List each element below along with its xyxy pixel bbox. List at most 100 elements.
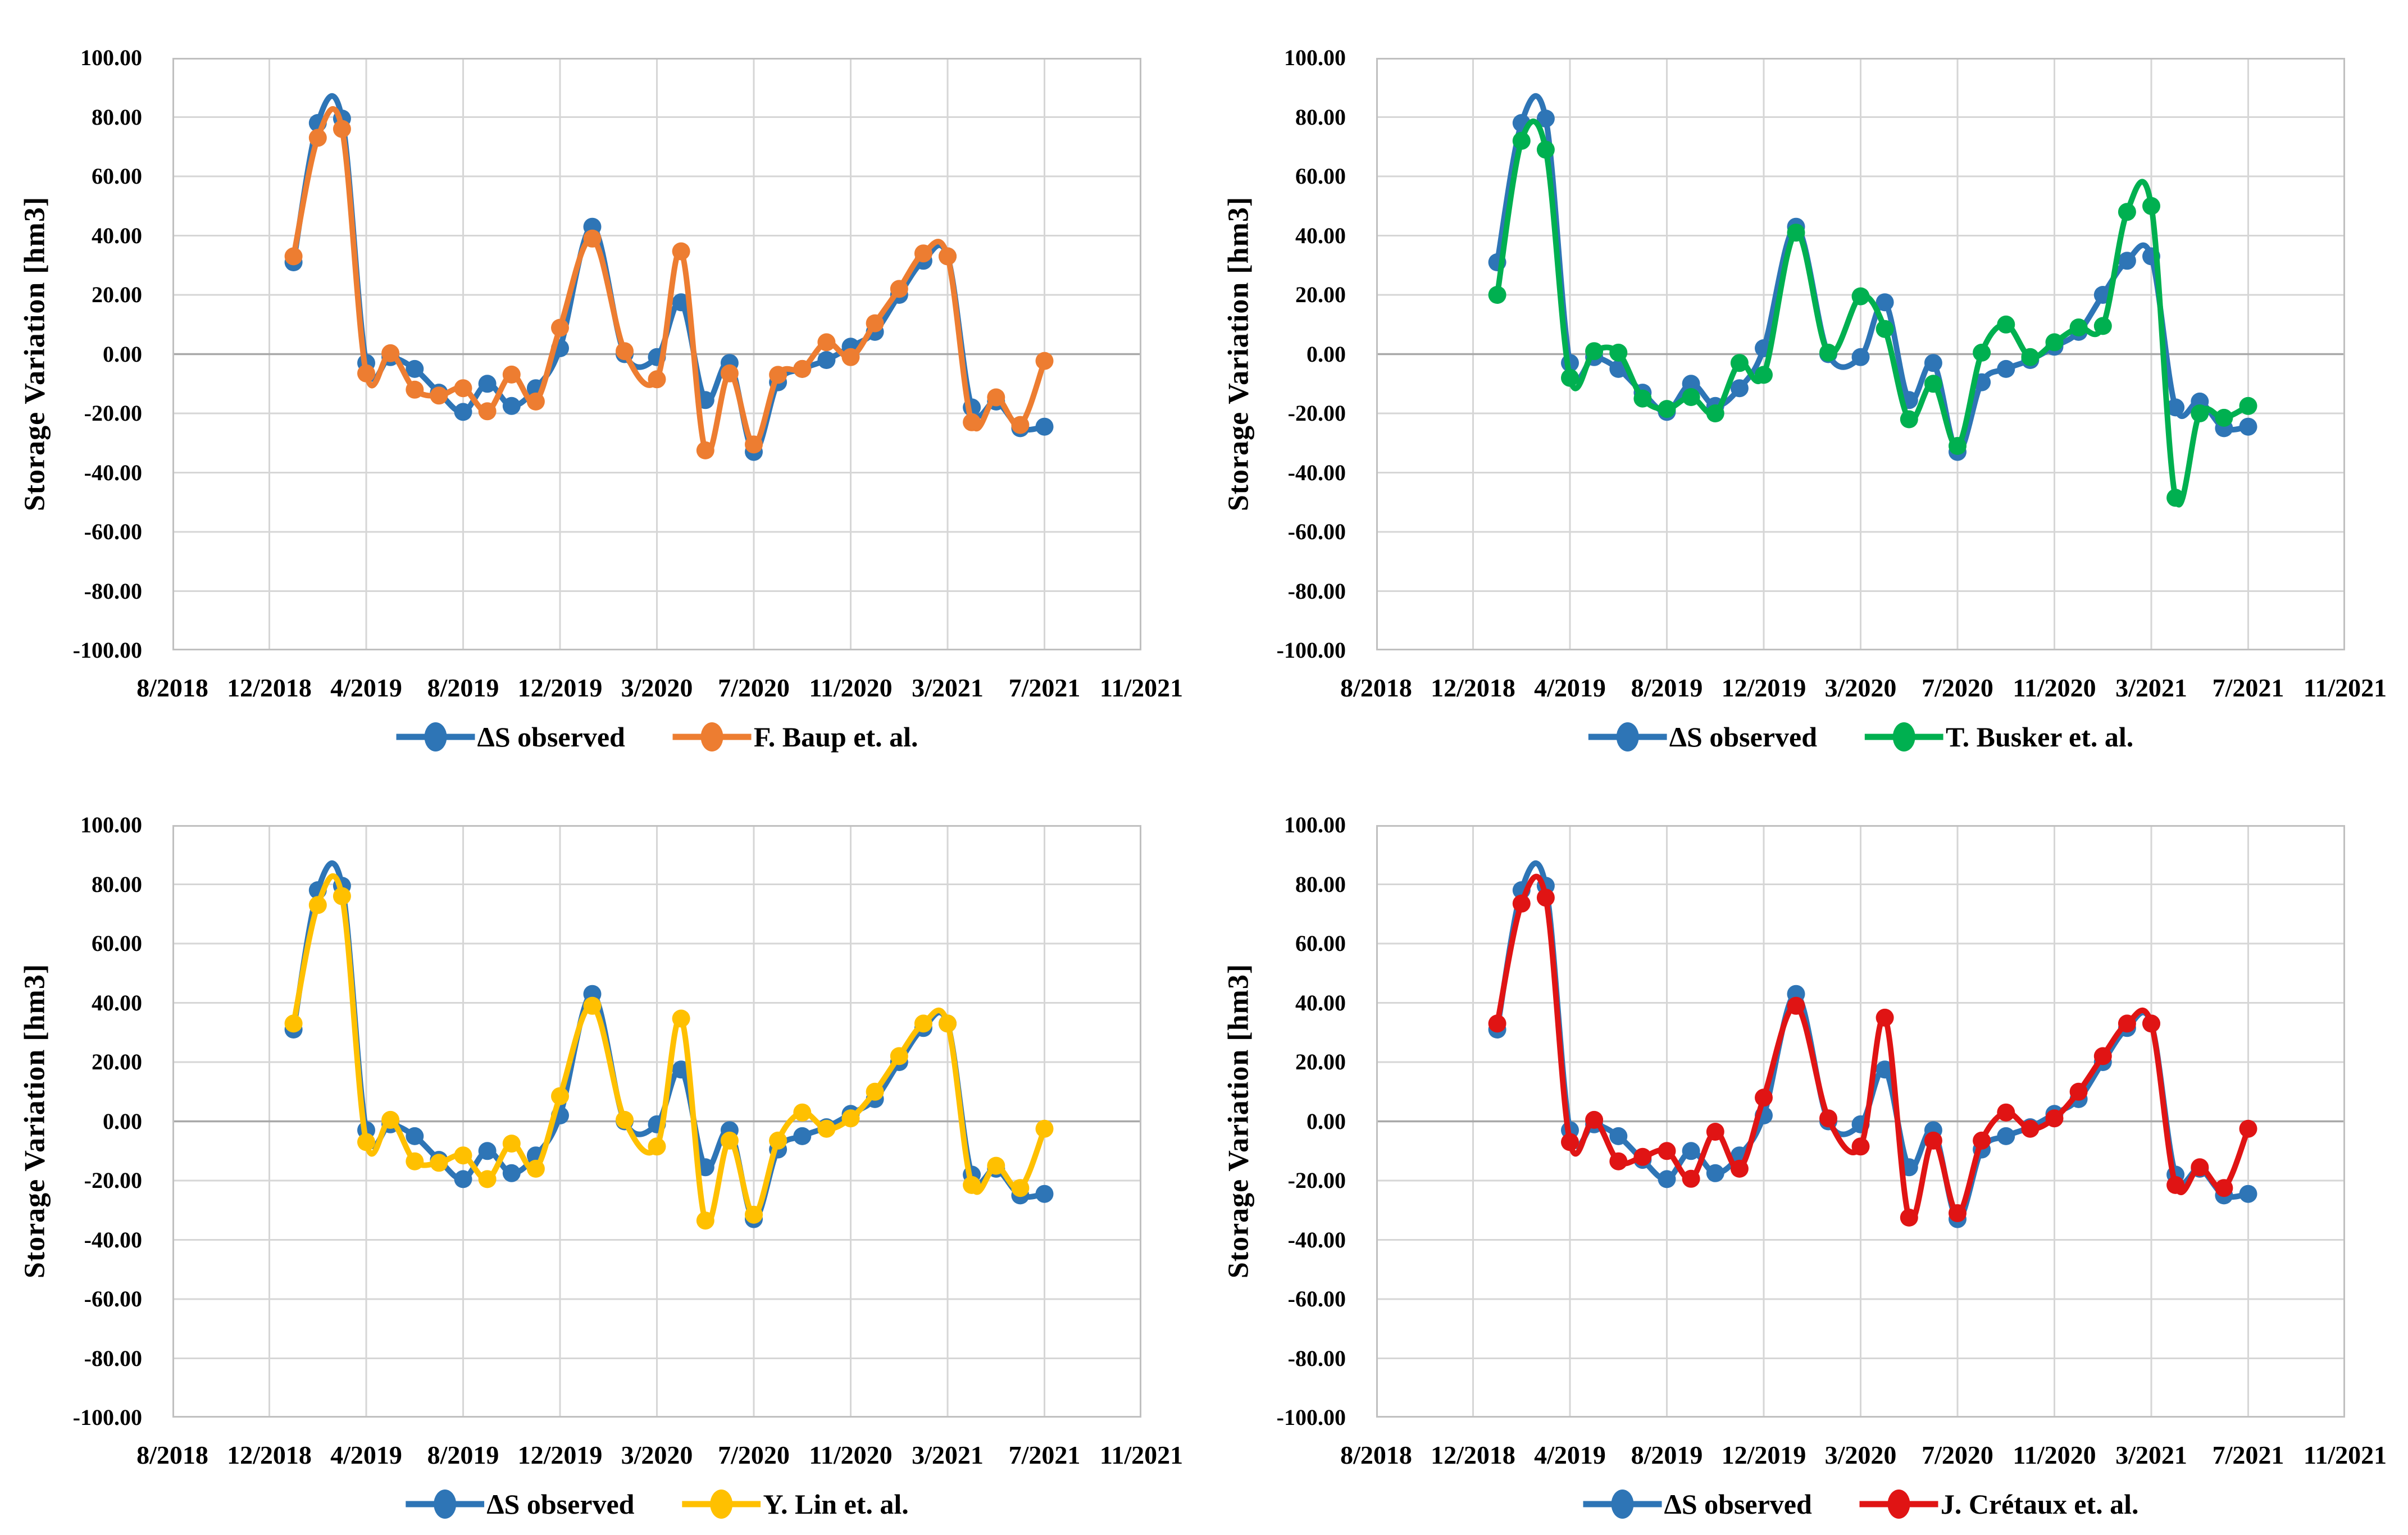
data-point-marker — [454, 1170, 472, 1188]
x-tick-label: 4/2019 — [1534, 1441, 1606, 1469]
chart-j-cretaux: Storage Variation [hm3] 100.00 80.00 60.00… — [1204, 767, 2408, 1535]
series-line-s-observed — [290, 93, 1048, 455]
y-tick-label: 60.00 — [1295, 163, 1346, 189]
data-point-marker — [890, 280, 908, 298]
data-point-marker — [745, 1205, 763, 1224]
y-tick-label: 20.00 — [92, 282, 142, 307]
data-point-marker — [2045, 333, 2064, 352]
x-tick-label: 8/2018 — [1340, 1441, 1412, 1469]
data-point-marker — [406, 1127, 424, 1145]
legend-label: F. Baup et. al. — [753, 721, 918, 753]
data-point-marker — [406, 380, 424, 399]
data-point-marker — [381, 1110, 400, 1129]
data-point-marker — [963, 1176, 981, 1194]
legend-marker — [710, 1490, 733, 1519]
legend: ΔS observed J. Crétaux et. al. — [1583, 1486, 2139, 1522]
y-tick-label: 40.00 — [92, 222, 142, 248]
y-tick-label: -80.00 — [1287, 578, 1346, 604]
data-point-marker — [1924, 375, 1942, 393]
series-markers-s-observed — [284, 110, 1054, 461]
y-tick-label: 100.00 — [80, 812, 142, 837]
data-point-marker — [817, 1119, 836, 1138]
y-tick-label: -100.00 — [1276, 1405, 1346, 1430]
data-point-marker — [1512, 894, 1531, 913]
data-point-marker — [1755, 366, 1773, 384]
y-tick-label: -60.00 — [84, 1286, 142, 1311]
data-point-marker — [1730, 1159, 1749, 1178]
data-point-marker — [308, 129, 327, 147]
data-point-marker — [1011, 1179, 1030, 1197]
series-line-y-lin-et-al — [290, 873, 1048, 1226]
plot-border — [1376, 58, 2345, 650]
y-tick-label: -40.00 — [1287, 459, 1346, 485]
data-point-marker — [1730, 379, 1749, 398]
y-tick-label: 100.00 — [80, 45, 142, 70]
data-point-marker — [1787, 224, 1805, 242]
x-tick-label: 12/2018 — [1431, 673, 1515, 702]
data-point-marker — [478, 375, 497, 393]
legend-line-marker-icon — [396, 722, 475, 751]
data-point-marker — [1633, 389, 1652, 408]
data-point-marker — [2142, 1014, 2160, 1033]
data-point-marker — [1035, 352, 1054, 370]
data-point-marker — [2166, 1176, 2185, 1194]
x-tick-label: 11/2020 — [809, 1441, 893, 1469]
data-point-marker — [454, 403, 472, 421]
legend-marker — [424, 722, 447, 751]
data-point-marker — [2191, 404, 2209, 422]
data-point-marker — [502, 365, 521, 384]
plot-border — [1376, 825, 2345, 1418]
x-tick-label: 11/2020 — [2013, 1441, 2096, 1469]
data-point-marker — [1997, 1103, 2015, 1122]
y-tick-label: 20.00 — [1295, 1049, 1346, 1074]
plot-area — [1376, 58, 2345, 650]
data-point-marker — [1658, 1170, 1676, 1188]
series-markers-s-observed — [284, 877, 1054, 1228]
data-point-marker — [583, 996, 602, 1015]
data-point-marker — [1585, 1110, 1604, 1129]
data-point-marker — [841, 348, 860, 366]
data-point-marker — [1682, 1169, 1700, 1188]
series-line-s-observed — [290, 860, 1048, 1222]
x-tick-label: 7/2020 — [1922, 673, 1993, 702]
data-point-marker — [1755, 1088, 1773, 1107]
data-point-marker — [1682, 1142, 1700, 1160]
data-point-marker — [1585, 342, 1604, 361]
x-tick-label: 7/2021 — [2212, 673, 2284, 702]
x-tick-label: 4/2019 — [330, 1441, 402, 1469]
chart-t-busker: Storage Variation [hm3] 100.00 80.00 60.00… — [1204, 0, 2408, 767]
chart-f-baup: Storage Variation [hm3] 100.00 80.00 60.00… — [0, 0, 1204, 767]
data-point-marker — [1851, 1137, 1870, 1156]
y-tick-label: -60.00 — [1287, 519, 1346, 544]
x-tick-label: 3/2021 — [2115, 1441, 2187, 1469]
data-point-marker — [1876, 320, 1894, 338]
data-point-marker — [914, 244, 932, 263]
data-point-marker — [551, 318, 569, 337]
y-tick-label: -80.00 — [84, 578, 142, 604]
data-point-marker — [1488, 286, 1506, 304]
y-tick-label: 0.00 — [103, 341, 142, 367]
y-tick-label: 100.00 — [1284, 812, 1346, 837]
data-point-marker — [745, 435, 763, 454]
x-tick-label: 8/2019 — [1631, 1441, 1703, 1469]
data-point-marker — [769, 1131, 788, 1150]
legend-item-s-observed: ΔS observed — [396, 719, 625, 755]
y-tick-label: 80.00 — [1295, 104, 1346, 130]
data-point-marker — [1997, 315, 2015, 334]
y-tick-label: 40.00 — [92, 990, 142, 1015]
data-point-marker — [817, 351, 836, 369]
data-point-marker — [696, 441, 714, 459]
data-point-marker — [284, 1014, 303, 1033]
plot-area — [172, 58, 1141, 650]
data-point-marker — [2118, 1014, 2136, 1033]
series-markers-s-observed — [1488, 110, 2257, 461]
x-tick-label: 11/2020 — [809, 673, 893, 702]
y-tick-label: -100.00 — [72, 1405, 142, 1430]
y-tick-label: 60.00 — [92, 163, 142, 189]
data-point-marker — [2166, 489, 2185, 507]
y-tick-label: 40.00 — [1295, 222, 1346, 248]
data-point-marker — [672, 293, 690, 312]
legend-item-s-observed: ΔS observed — [1588, 719, 1817, 755]
legend-marker — [1893, 722, 1916, 751]
series-line-s-observed — [1494, 860, 2251, 1222]
